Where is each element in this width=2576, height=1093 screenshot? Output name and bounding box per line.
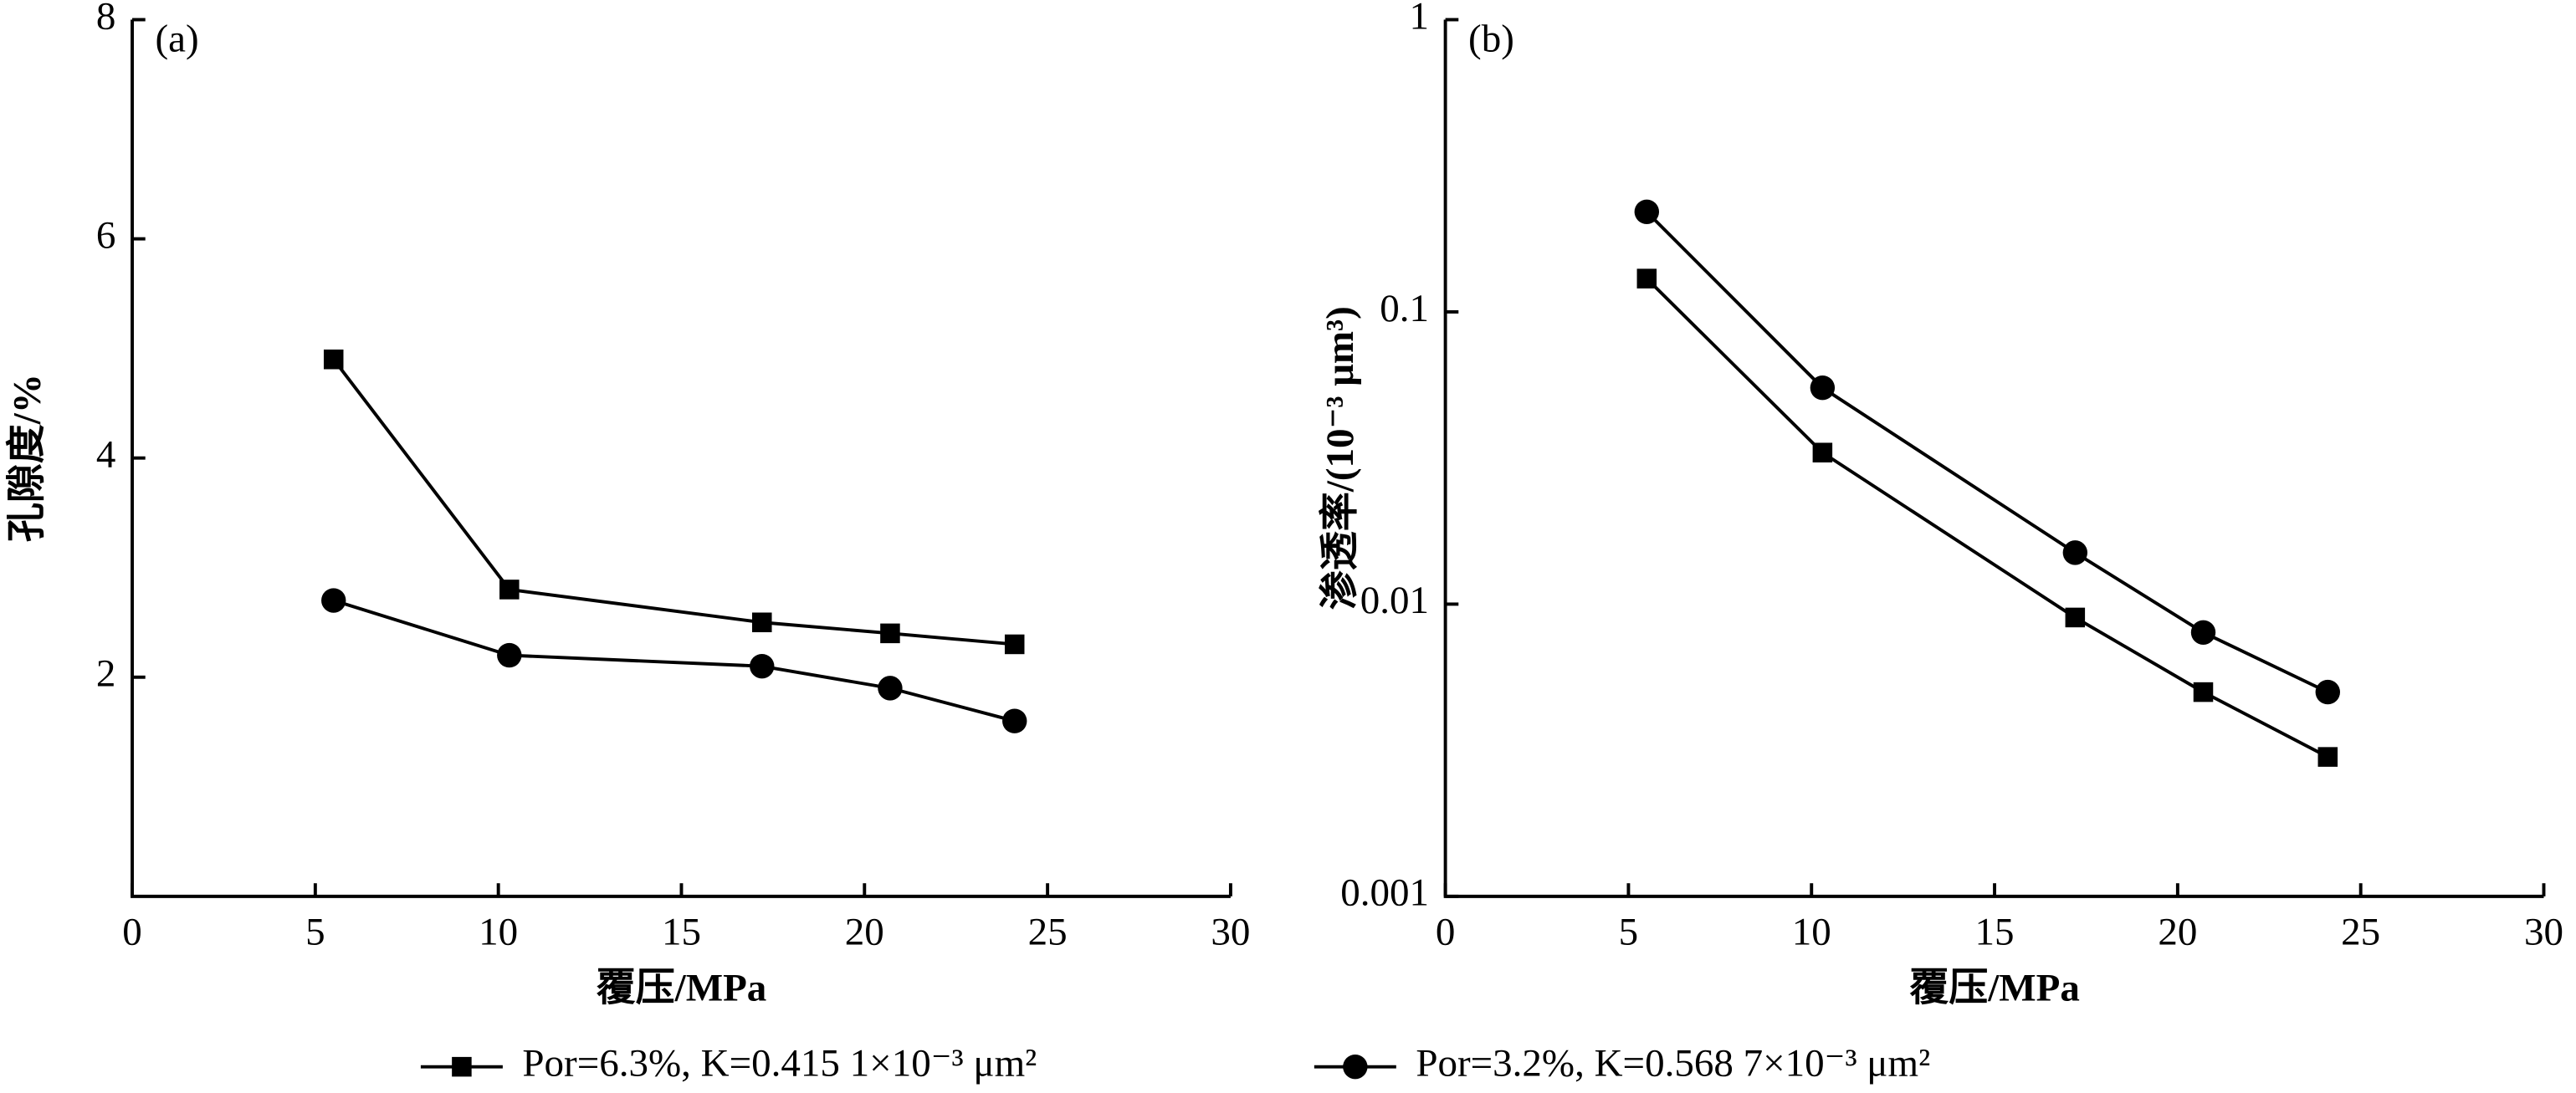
y-tick-label: 1 [1410, 0, 1430, 38]
data-point [1634, 199, 1660, 224]
data-point [1810, 375, 1836, 401]
data-point [751, 612, 772, 633]
data-point [1002, 708, 1027, 733]
data-point [1636, 268, 1657, 289]
x-axis-label: 覆压/MPa [1909, 966, 2080, 1009]
x-tick-label: 15 [1975, 911, 2015, 954]
x-tick-label: 25 [2341, 911, 2380, 954]
y-tick-label: 2 [96, 652, 116, 696]
legend-marker [1343, 1054, 1368, 1080]
legend-label: Por=6.3%, K=0.415 1×10⁻³ μm² [522, 1041, 1037, 1085]
y-tick-label: 0.1 [1380, 287, 1429, 330]
data-point [1004, 634, 1025, 655]
data-point [323, 349, 344, 370]
y-tick-label: 6 [96, 213, 116, 257]
data-point [2065, 607, 2086, 628]
x-tick-label: 20 [2158, 911, 2197, 954]
x-tick-label: 10 [479, 911, 518, 954]
panel-label: (b) [1468, 18, 1514, 61]
data-point [497, 642, 522, 668]
y-tick-label: 8 [96, 0, 116, 38]
data-point [2190, 620, 2216, 645]
x-tick-label: 0 [122, 911, 142, 954]
data-point [2062, 540, 2088, 565]
data-point [2315, 679, 2340, 705]
series-line [333, 599, 1016, 723]
data-point [499, 580, 520, 600]
y-tick-label: 0.01 [1360, 579, 1429, 622]
data-point [2193, 682, 2214, 702]
data-point [321, 588, 346, 613]
series-line [1645, 277, 2329, 758]
y-tick-label: 0.001 [1340, 871, 1429, 915]
y-axis-label: 渗透率/(10⁻³ μm³) [1319, 306, 1362, 610]
data-point [1812, 442, 1833, 462]
y-axis-label: 孔隙度/% [5, 374, 49, 542]
x-tick-label: 30 [2524, 911, 2563, 954]
legend-label: Por=3.2%, K=0.568 7×10⁻³ μm² [1416, 1041, 1930, 1085]
x-tick-label: 30 [1211, 911, 1250, 954]
x-tick-label: 10 [1792, 911, 1831, 954]
y-tick-label: 4 [96, 432, 116, 476]
x-tick-label: 25 [1028, 911, 1068, 954]
x-tick-label: 5 [305, 911, 325, 954]
x-tick-label: 5 [1619, 911, 1639, 954]
x-tick-label: 15 [662, 911, 701, 954]
data-point [878, 676, 903, 701]
data-point [750, 653, 775, 679]
axes [1443, 19, 2544, 898]
panel-label: (a) [155, 18, 198, 61]
data-point [2317, 747, 2338, 767]
x-axis-label: 覆压/MPa [597, 966, 767, 1009]
data-point [880, 623, 900, 644]
x-tick-label: 0 [1436, 911, 1456, 954]
series-line [1645, 210, 2329, 694]
legend-marker [452, 1056, 472, 1077]
series-line [332, 358, 1015, 646]
axes [131, 19, 1231, 898]
x-tick-label: 20 [845, 911, 884, 954]
